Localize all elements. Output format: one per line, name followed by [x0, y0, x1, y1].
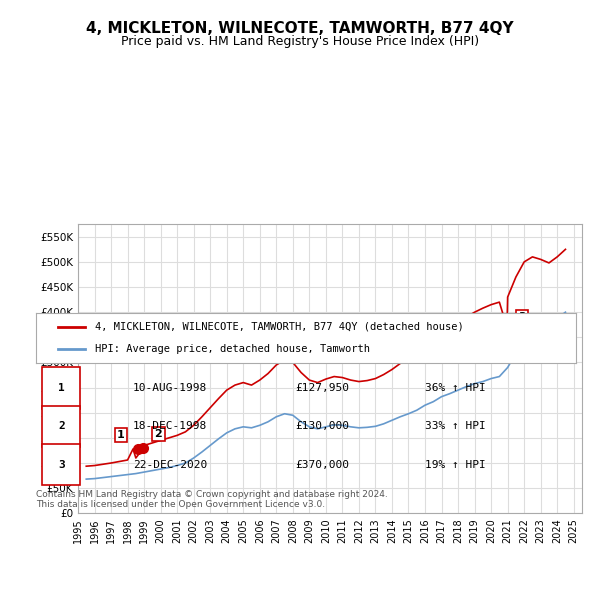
Text: 33% ↑ HPI: 33% ↑ HPI [425, 421, 485, 431]
Text: Price paid vs. HM Land Registry's House Price Index (HPI): Price paid vs. HM Land Registry's House … [121, 35, 479, 48]
Text: 3: 3 [518, 312, 526, 322]
Text: 36% ↑ HPI: 36% ↑ HPI [425, 383, 485, 393]
Text: £370,000: £370,000 [295, 460, 349, 470]
FancyBboxPatch shape [43, 367, 80, 409]
Text: 19% ↑ HPI: 19% ↑ HPI [425, 460, 485, 470]
Text: 4, MICKLETON, WILNECOTE, TAMWORTH, B77 4QY: 4, MICKLETON, WILNECOTE, TAMWORTH, B77 4… [86, 21, 514, 35]
Text: £130,000: £130,000 [295, 421, 349, 431]
Text: £127,950: £127,950 [295, 383, 349, 393]
Text: 4, MICKLETON, WILNECOTE, TAMWORTH, B77 4QY (detached house): 4, MICKLETON, WILNECOTE, TAMWORTH, B77 4… [95, 322, 464, 332]
Text: 22-DEC-2020: 22-DEC-2020 [133, 460, 208, 470]
Text: 1: 1 [117, 430, 125, 440]
Text: 3: 3 [58, 460, 65, 470]
Text: 1: 1 [58, 383, 65, 393]
Text: Contains HM Land Registry data © Crown copyright and database right 2024.
This d: Contains HM Land Registry data © Crown c… [36, 490, 388, 509]
Text: HPI: Average price, detached house, Tamworth: HPI: Average price, detached house, Tamw… [95, 344, 370, 354]
Text: 2: 2 [58, 421, 65, 431]
Text: 2: 2 [155, 429, 162, 439]
FancyBboxPatch shape [43, 405, 80, 447]
Text: 18-DEC-1998: 18-DEC-1998 [133, 421, 208, 431]
Text: 10-AUG-1998: 10-AUG-1998 [133, 383, 208, 393]
FancyBboxPatch shape [43, 444, 80, 486]
